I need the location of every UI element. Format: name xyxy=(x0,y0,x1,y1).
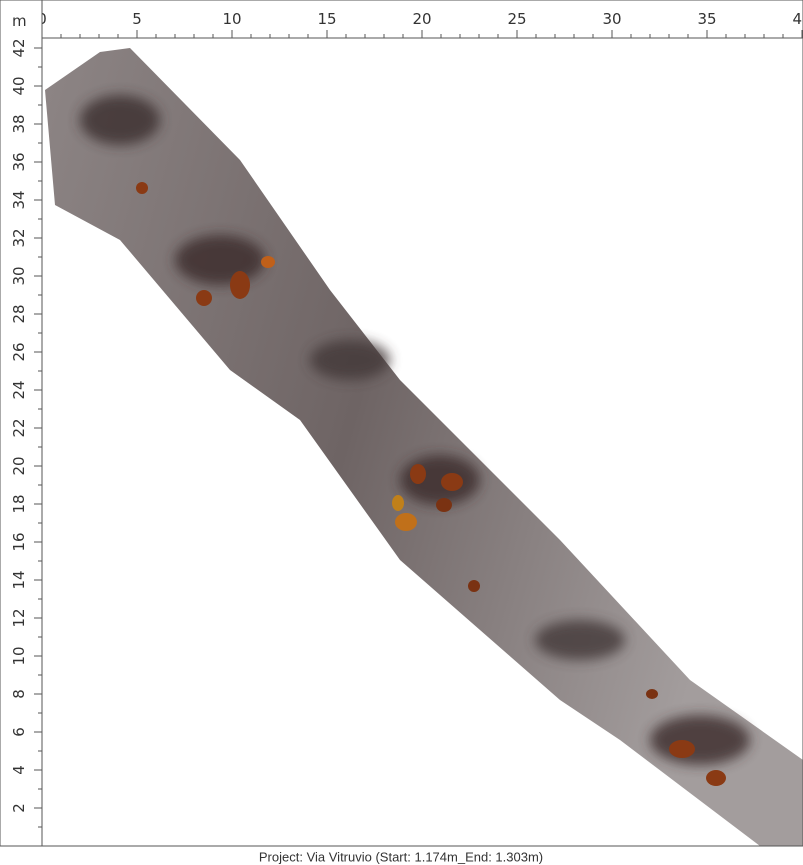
y-tick-label: 28 xyxy=(10,304,28,323)
y-tick-label: 30 xyxy=(10,266,28,285)
y-tick-label: 40 xyxy=(10,76,28,95)
y-tick-label: 32 xyxy=(10,228,28,247)
y-tick-label: 4 xyxy=(10,765,28,775)
y-tick-label: 34 xyxy=(10,190,28,209)
y-tick-label: 20 xyxy=(10,456,28,475)
y-tick-label: 38 xyxy=(10,114,28,133)
y-tick-label: 8 xyxy=(10,689,28,699)
y-tick-label: 10 xyxy=(10,646,28,665)
x-tick-label: 10 xyxy=(222,10,241,28)
unit-label: m xyxy=(12,12,27,30)
y-tick-label: 22 xyxy=(10,418,28,437)
y-tick-label: 2 xyxy=(10,803,28,813)
y-tick-label: 36 xyxy=(10,152,28,171)
y-tick-label: 12 xyxy=(10,608,28,627)
x-tick-label: 40 xyxy=(792,10,803,28)
y-tick-label: 14 xyxy=(10,570,28,589)
x-tick-label: 15 xyxy=(317,10,336,28)
slice-viewer: m 0510152025303540 246810121416182022242… xyxy=(0,0,803,865)
top-ruler xyxy=(0,0,803,38)
x-tick-label: 35 xyxy=(697,10,716,28)
x-tick-label: 5 xyxy=(132,10,142,28)
y-tick-label: 42 xyxy=(10,38,28,57)
x-tick-label: 25 xyxy=(507,10,526,28)
y-tick-label: 6 xyxy=(10,727,28,737)
x-tick-label: 30 xyxy=(602,10,621,28)
x-tick-label: 20 xyxy=(412,10,431,28)
y-tick-label: 24 xyxy=(10,380,28,399)
y-tick-label: 26 xyxy=(10,342,28,361)
caption: Project: Via Vitruvio (Start: 1.174m_End… xyxy=(259,849,543,864)
y-tick-label: 18 xyxy=(10,494,28,513)
y-tick-label: 16 xyxy=(10,532,28,551)
